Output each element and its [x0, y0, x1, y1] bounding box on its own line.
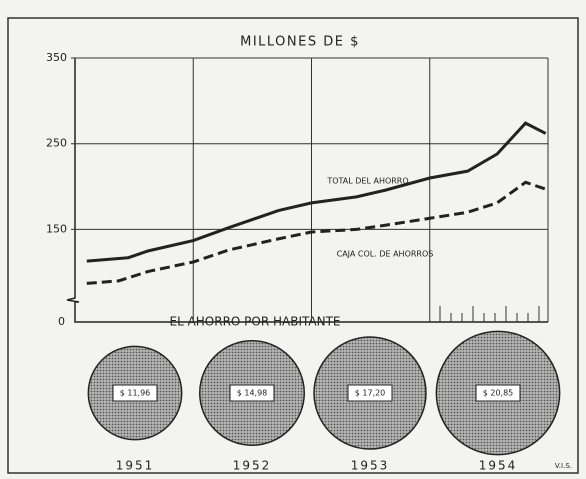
value-box — [112, 384, 158, 402]
series-line — [86, 180, 547, 285]
value-box — [347, 384, 393, 402]
value-label: $ 14,98 — [237, 389, 268, 398]
y-tick-label: 150 — [46, 222, 67, 235]
series-label: CAJA COL. DE AHORROS — [337, 250, 434, 259]
y-axis — [66, 58, 548, 323]
value-box — [475, 384, 521, 402]
series-label: TOTAL DEL AHORRO — [326, 177, 408, 186]
frame — [7, 17, 579, 474]
y-tick-label: 250 — [46, 137, 67, 150]
year-label: 1953 — [351, 459, 390, 473]
value-box — [229, 384, 275, 402]
value-label: $ 11,96 — [120, 389, 151, 398]
series-line — [86, 121, 547, 263]
credit: V.I.S. — [555, 462, 572, 470]
value-label: $ 20,85 — [483, 389, 514, 398]
y-break-label: 0 — [58, 315, 65, 328]
year-label: 1954 — [479, 459, 518, 473]
year-label: 1951 — [116, 459, 155, 473]
y-tick-label: 350 — [46, 51, 67, 64]
year-label: 1952 — [233, 459, 272, 473]
chart-title: MILLONES DE $ — [240, 35, 360, 50]
value-label: $ 17,20 — [355, 389, 386, 398]
